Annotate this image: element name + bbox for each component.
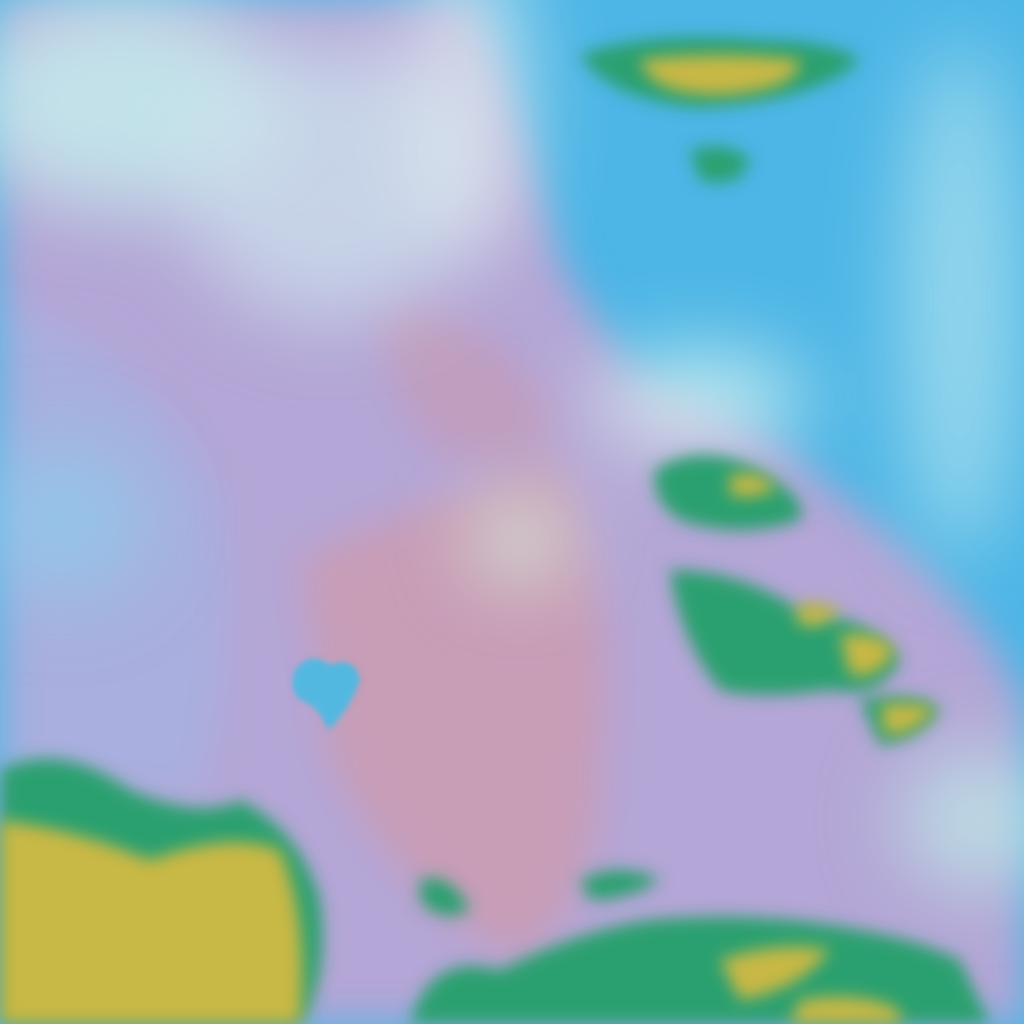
- thin-clouds: [0, 0, 1024, 890]
- lake: [292, 658, 360, 730]
- cold-cloud-tops: [0, 37, 990, 1024]
